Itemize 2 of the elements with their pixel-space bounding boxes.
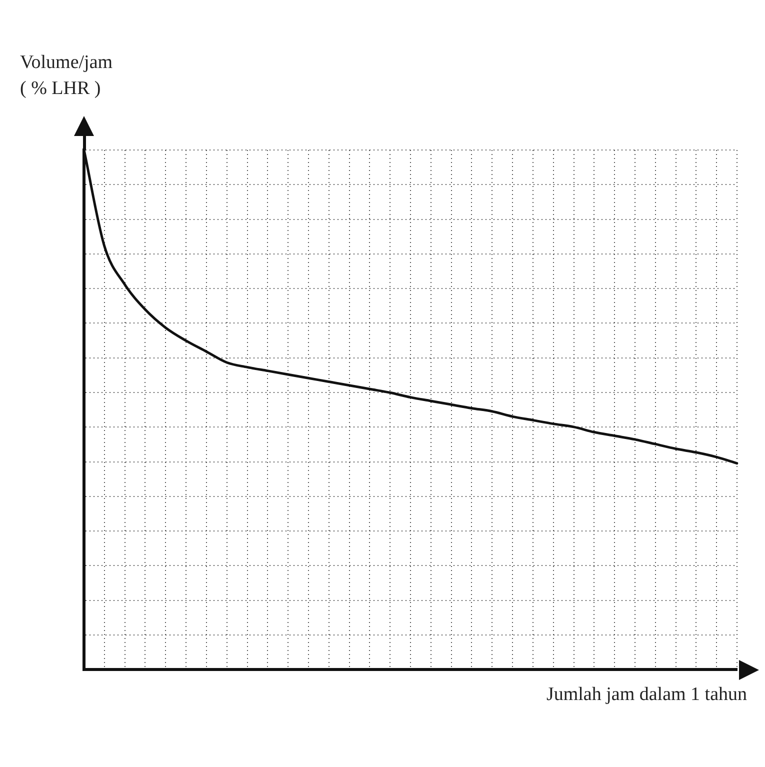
y-axis-title: Volume/jam ( % LHR ) xyxy=(20,51,113,101)
x-axis-title: Jumlah jam dalam 1 tahun xyxy=(546,682,747,707)
